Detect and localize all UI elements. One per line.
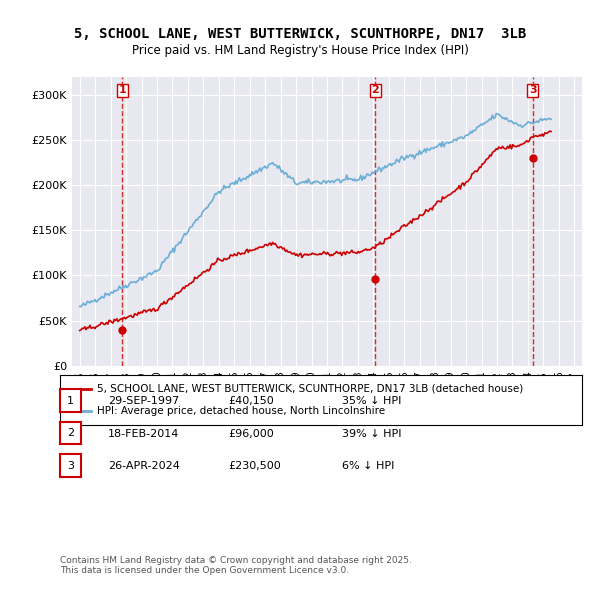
Text: 2: 2	[371, 86, 379, 96]
Text: 6% ↓ HPI: 6% ↓ HPI	[342, 461, 394, 471]
Text: 5, SCHOOL LANE, WEST BUTTERWICK, SCUNTHORPE, DN17 3LB (detached house): 5, SCHOOL LANE, WEST BUTTERWICK, SCUNTHO…	[97, 384, 523, 394]
Text: £96,000: £96,000	[228, 429, 274, 438]
Text: 1: 1	[118, 86, 126, 96]
Text: 29-SEP-1997: 29-SEP-1997	[108, 396, 179, 406]
Text: 18-FEB-2014: 18-FEB-2014	[108, 429, 179, 438]
Text: 35% ↓ HPI: 35% ↓ HPI	[342, 396, 401, 406]
Text: 1: 1	[67, 396, 74, 405]
Text: £230,500: £230,500	[228, 461, 281, 471]
Text: 39% ↓ HPI: 39% ↓ HPI	[342, 429, 401, 438]
Text: HPI: Average price, detached house, North Lincolnshire: HPI: Average price, detached house, Nort…	[97, 406, 385, 416]
Text: 3: 3	[529, 86, 536, 96]
Text: 5, SCHOOL LANE, WEST BUTTERWICK, SCUNTHORPE, DN17  3LB: 5, SCHOOL LANE, WEST BUTTERWICK, SCUNTHO…	[74, 27, 526, 41]
Text: 2: 2	[67, 428, 74, 438]
Text: £40,150: £40,150	[228, 396, 274, 406]
Text: Contains HM Land Registry data © Crown copyright and database right 2025.
This d: Contains HM Land Registry data © Crown c…	[60, 556, 412, 575]
Text: 3: 3	[67, 461, 74, 470]
Text: 26-APR-2024: 26-APR-2024	[108, 461, 180, 471]
Text: Price paid vs. HM Land Registry's House Price Index (HPI): Price paid vs. HM Land Registry's House …	[131, 44, 469, 57]
